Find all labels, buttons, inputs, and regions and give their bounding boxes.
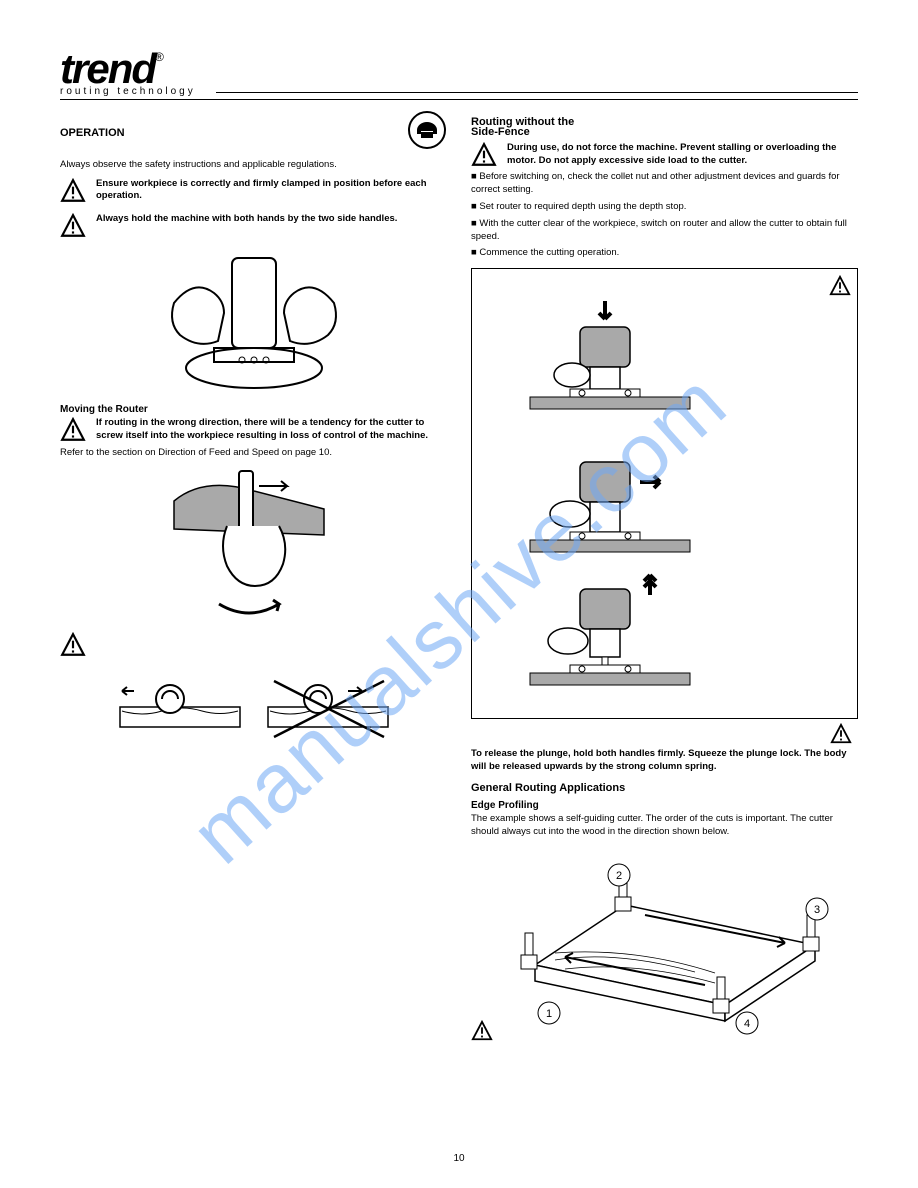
page-header: trend® routing technology xyxy=(60,50,858,100)
step-number-2: 2 xyxy=(608,864,630,886)
step-number-3: 3 xyxy=(806,898,828,920)
page-number: 10 xyxy=(0,1153,918,1164)
logo-tagline: routing technology xyxy=(60,86,196,97)
moving-router-body: Refer to the section on Direction of Fee… xyxy=(60,447,447,460)
warning-icon xyxy=(471,1020,493,1045)
ppe-instruction-text: Always observe the safety instructions a… xyxy=(60,159,447,172)
step-3: ■ With the cutter clear of the workpiece… xyxy=(471,218,858,244)
svg-text:3: 3 xyxy=(813,904,819,916)
step-2: ■ Set router to required depth using the… xyxy=(471,201,858,214)
operation-heading: OPERATION xyxy=(60,127,399,139)
warning-clamp-text: Ensure workpiece is correctly and firmly… xyxy=(96,178,447,204)
svg-text:4: 4 xyxy=(743,1018,749,1030)
moving-router-heading: Moving the Router xyxy=(60,404,447,415)
left-column: OPERATION Always observe the safety inst… xyxy=(60,110,447,1051)
step-1: ■ Before switching on, check the collet … xyxy=(471,171,858,197)
general-applications-heading: General Routing Applications xyxy=(471,782,858,794)
warning-direction-text: If routing in the wrong direction, there… xyxy=(96,417,447,443)
svg-text:2: 2 xyxy=(615,870,621,882)
figure-plunge-sequence xyxy=(480,277,780,707)
warning-two-hands-text: Always hold the machine with both hands … xyxy=(96,213,447,226)
figure-board-cut-order: 1 2 3 4 xyxy=(471,845,858,1045)
figure-plunge-sequence-box xyxy=(471,268,858,719)
edge-profiling-body: The example shows a self-guiding cutter.… xyxy=(471,813,858,839)
logo-registered: ® xyxy=(155,50,164,64)
warning-icon xyxy=(829,275,851,300)
warning-icon xyxy=(830,723,852,748)
content-columns: OPERATION Always observe the safety inst… xyxy=(60,110,858,1051)
safety-headgear-icon xyxy=(407,110,447,153)
warning-icon xyxy=(60,417,88,446)
warning-icon xyxy=(60,213,88,242)
step-number-4: 4 xyxy=(736,1012,758,1034)
warning-icon xyxy=(471,142,499,171)
step-number-1: 1 xyxy=(538,1002,560,1024)
warning-overload-text: During use, do not force the machine. Pr… xyxy=(507,142,858,168)
step-4: ■ Commence the cutting operation. xyxy=(471,247,858,260)
brand-logo: trend® routing technology xyxy=(60,50,196,97)
svg-text:1: 1 xyxy=(545,1008,551,1020)
figure-hands-on-router xyxy=(60,248,447,398)
header-rule xyxy=(216,92,858,93)
right-column: Routing without the Side-Fence During us… xyxy=(471,110,858,1051)
warning-icon xyxy=(60,178,88,207)
figure-bit-direction xyxy=(60,466,447,626)
warning-icon xyxy=(60,632,88,661)
routing-no-fence-heading-2: Side-Fence xyxy=(471,126,858,138)
plunge-release-text: To release the plunge, hold both handles… xyxy=(471,748,858,774)
edge-profiling-heading: Edge Profiling xyxy=(471,800,858,811)
figure-climb-cut-comparison xyxy=(60,667,447,757)
